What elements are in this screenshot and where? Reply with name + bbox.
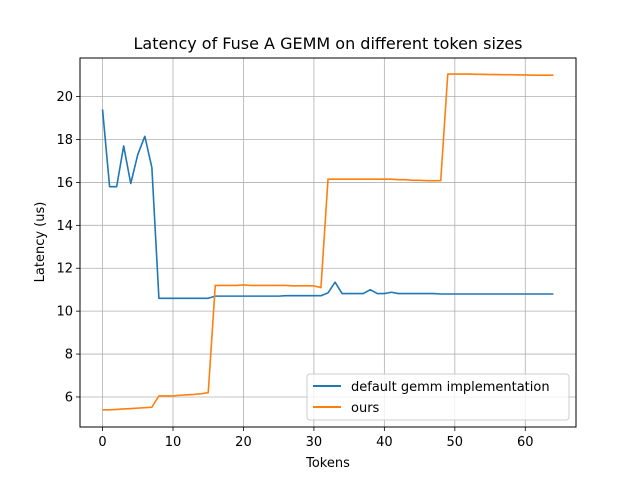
series-line-default-gemm: [101, 109, 554, 300]
y-tick-label: 16: [56, 176, 73, 191]
y-tick-label: 20: [56, 90, 73, 105]
x-tick-label: 40: [376, 435, 393, 450]
x-tick-label: 20: [235, 435, 252, 450]
x-tick-label: 30: [306, 435, 323, 450]
y-tick-label: 8: [65, 348, 73, 363]
y-tick-label: 12: [56, 262, 73, 277]
axis-ticks: 0 10 20 30 40 50 60 6 8 10 12 14 16 18 20: [56, 90, 533, 450]
x-axis-label: Tokens: [305, 456, 350, 471]
legend-label-ours: ours: [351, 401, 380, 416]
y-tick-label: 14: [56, 219, 73, 234]
series-line-ours: [102, 73, 554, 411]
x-tick-label: 60: [517, 435, 534, 450]
y-axis-label: Latency (us): [33, 202, 48, 283]
y-tick-label: 6: [65, 390, 73, 405]
x-tick-label: 0: [98, 435, 106, 450]
y-tick-label: 10: [56, 305, 73, 320]
legend-label-default-gemm: default gemm implementation: [351, 380, 550, 395]
x-tick-label: 50: [447, 435, 464, 450]
series-lines: [101, 73, 554, 411]
legend-box: [306, 373, 570, 421]
grid-lines: [80, 58, 576, 427]
plot-area: [80, 58, 576, 427]
x-tick-label: 10: [165, 435, 182, 450]
chart-title: Latency of Fuse A GEMM on different toke…: [133, 34, 522, 53]
y-tick-label: 18: [56, 133, 73, 148]
legend: default gemm implementation ours: [306, 373, 570, 421]
plot-frame: [79, 57, 577, 428]
